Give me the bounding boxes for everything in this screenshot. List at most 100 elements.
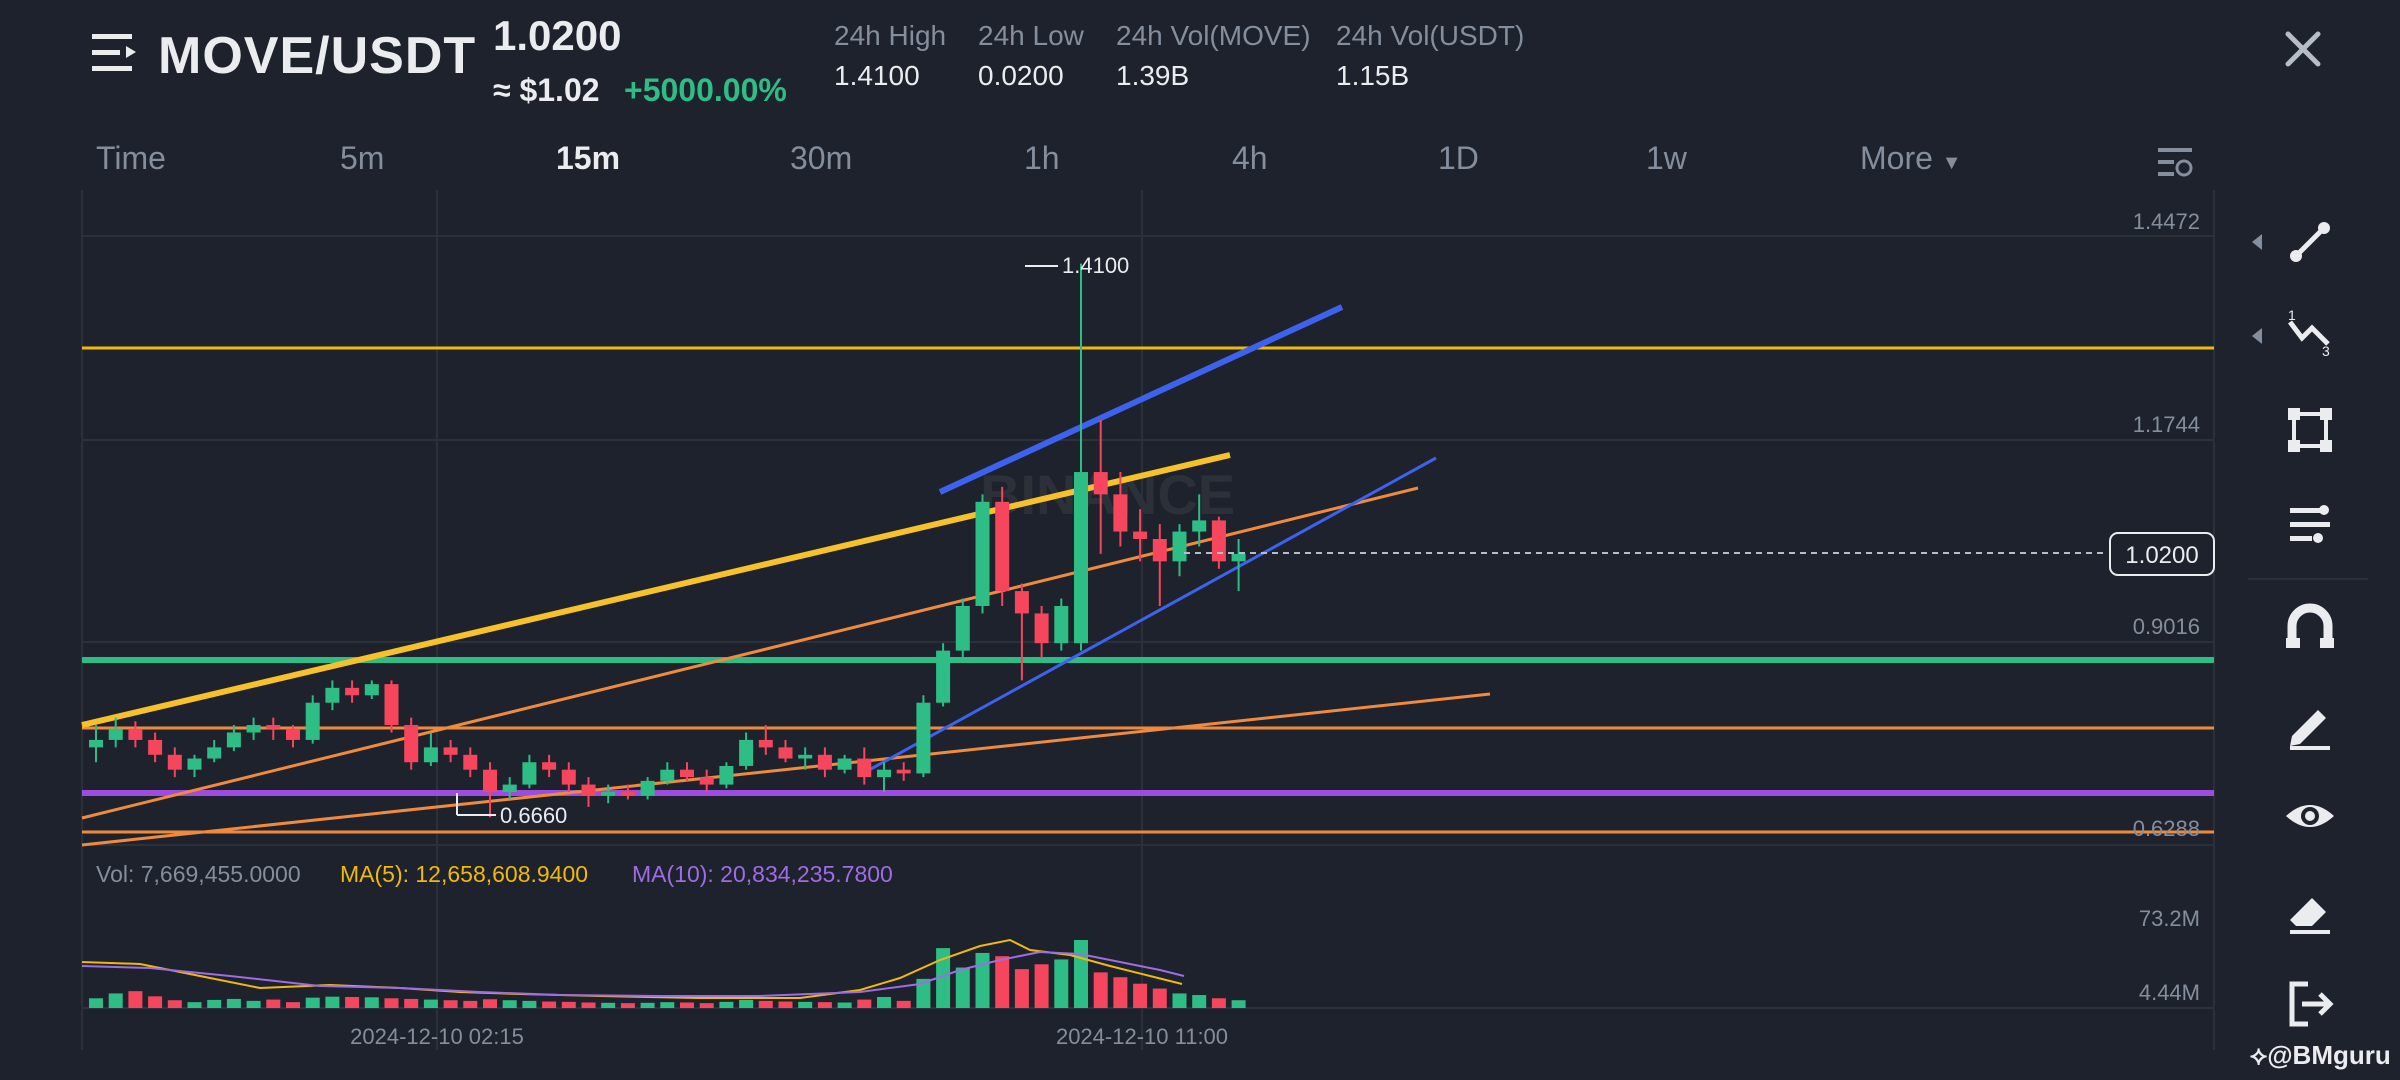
stat-label-24h-vol-usdt: 24h Vol(USDT) bbox=[1336, 20, 1525, 51]
volume-bar bbox=[1014, 969, 1029, 1008]
diamond-logo-icon: ⟡ bbox=[2250, 1040, 2268, 1070]
volume-bar bbox=[266, 999, 281, 1008]
chart-grid bbox=[81, 190, 2215, 1050]
candle bbox=[719, 765, 734, 785]
tab-30m[interactable]: 30m bbox=[790, 140, 853, 176]
eye-icon bbox=[2286, 805, 2334, 827]
trend-lines[interactable] bbox=[81, 304, 1491, 847]
stat-label-24h-high: 24h High bbox=[834, 20, 947, 51]
parallel-channel-tool[interactable] bbox=[2282, 496, 2338, 552]
volume-ma10-line bbox=[81, 950, 1185, 997]
volume-bar bbox=[148, 996, 163, 1008]
exit-drawing-tool[interactable] bbox=[2282, 976, 2338, 1032]
current-price-tag[interactable] bbox=[2109, 532, 2215, 576]
candle bbox=[1231, 553, 1246, 562]
volume-bar bbox=[778, 1001, 793, 1008]
brush-tool[interactable] bbox=[2282, 694, 2338, 750]
candle bbox=[226, 732, 241, 748]
tab-15m[interactable]: 15m bbox=[556, 140, 621, 176]
candle bbox=[936, 650, 951, 703]
volume-bar bbox=[798, 1001, 813, 1008]
exit-icon bbox=[2289, 981, 2334, 1027]
trend-line-tool[interactable] bbox=[2282, 214, 2338, 270]
time-tick: 2024-12-10 02:15 bbox=[350, 1024, 524, 1049]
candle bbox=[266, 725, 281, 729]
volume-bar bbox=[1133, 983, 1148, 1008]
candle bbox=[975, 501, 990, 606]
volume-bar bbox=[404, 998, 419, 1008]
svg-text:1.4100: 1.4100 bbox=[1062, 253, 1129, 278]
volume-bar bbox=[719, 1001, 734, 1008]
candle bbox=[581, 784, 596, 796]
volume-bar bbox=[936, 948, 951, 1008]
rectangle-icon bbox=[2288, 408, 2332, 452]
price-tick: 1.1744 bbox=[2133, 412, 2200, 437]
volume-bar bbox=[1054, 959, 1069, 1008]
volume-bar bbox=[89, 998, 103, 1008]
tab-4h[interactable]: 4h bbox=[1232, 140, 1268, 176]
stat-value-24h-vol-move: 1.39B bbox=[1116, 60, 1190, 91]
candle bbox=[483, 769, 497, 793]
candle bbox=[89, 739, 103, 748]
volume-bar bbox=[640, 1002, 655, 1008]
candle bbox=[1133, 531, 1148, 540]
candle bbox=[207, 747, 222, 759]
parallel-channel-icon bbox=[2290, 505, 2330, 543]
tab-1h[interactable]: 1h bbox=[1024, 140, 1060, 176]
volume-bar bbox=[916, 978, 931, 1008]
candle bbox=[955, 605, 970, 651]
candle bbox=[345, 687, 360, 696]
volume-bar bbox=[1113, 977, 1128, 1008]
tab-1w[interactable]: 1w bbox=[1646, 140, 1687, 176]
trading-pair-title[interactable]: MOVE/USDT bbox=[158, 27, 477, 85]
volume-bar bbox=[955, 967, 970, 1008]
tab-1d[interactable]: 1D bbox=[1438, 140, 1479, 176]
close-icon[interactable] bbox=[2278, 24, 2328, 74]
volume-legend-ma10: MA(10): 20,834,235.7800 bbox=[632, 861, 893, 887]
candle bbox=[817, 754, 832, 770]
rectangle-tool[interactable] bbox=[2282, 402, 2338, 458]
volume-bar bbox=[581, 1002, 596, 1008]
price-tick: 0.6288 bbox=[2133, 816, 2200, 841]
candle bbox=[502, 784, 517, 793]
candle bbox=[167, 754, 182, 770]
horizontal-levels[interactable] bbox=[82, 346, 2214, 834]
stat-label-24h-vol-move: 24h Vol(MOVE) bbox=[1116, 20, 1311, 51]
candle bbox=[1034, 613, 1049, 644]
tab-time[interactable]: Time bbox=[96, 140, 166, 176]
volume-legend-ma5: MA(5): 12,658,608.9400 bbox=[340, 861, 588, 887]
candle bbox=[246, 725, 261, 733]
menu-icon[interactable] bbox=[90, 30, 140, 76]
fibonacci-tool[interactable]: 3 1 bbox=[2282, 307, 2338, 364]
tab-5m[interactable]: 5m bbox=[340, 140, 385, 176]
chart-settings-icon[interactable] bbox=[2156, 144, 2194, 180]
candle bbox=[325, 687, 340, 703]
magnet-tool[interactable] bbox=[2282, 600, 2338, 656]
volume-bar bbox=[1093, 972, 1108, 1008]
volume-bar bbox=[108, 993, 123, 1008]
eraser-tool[interactable] bbox=[2282, 882, 2338, 938]
expand-arrow-icon[interactable] bbox=[2252, 328, 2262, 344]
volume-bar bbox=[325, 996, 340, 1008]
volume-bar bbox=[975, 952, 990, 1008]
candle bbox=[620, 792, 635, 796]
volume-bar bbox=[857, 999, 872, 1008]
volume-bar bbox=[620, 1003, 635, 1008]
volume-bars-group bbox=[89, 940, 1246, 1008]
candle bbox=[1014, 591, 1029, 614]
volume-bar bbox=[837, 1002, 852, 1008]
tab-more[interactable]: More ▼ bbox=[1860, 140, 1962, 177]
volume-bar bbox=[601, 1002, 616, 1008]
volume-bar bbox=[384, 998, 399, 1008]
svg-text:0.6660: 0.6660 bbox=[500, 803, 567, 828]
volume-legend-vol: Vol: 7,669,455.0000 bbox=[96, 861, 301, 887]
volume-tick: 4.44M bbox=[2139, 980, 2200, 1005]
price-tick: 1.4472 bbox=[2133, 209, 2200, 234]
visibility-tool[interactable] bbox=[2282, 788, 2338, 844]
volume-bar bbox=[1211, 998, 1226, 1008]
candle bbox=[896, 769, 911, 774]
expand-arrow-icon[interactable] bbox=[2252, 234, 2262, 250]
trend-line-icon bbox=[2290, 222, 2330, 262]
volume-bar bbox=[758, 1000, 773, 1008]
